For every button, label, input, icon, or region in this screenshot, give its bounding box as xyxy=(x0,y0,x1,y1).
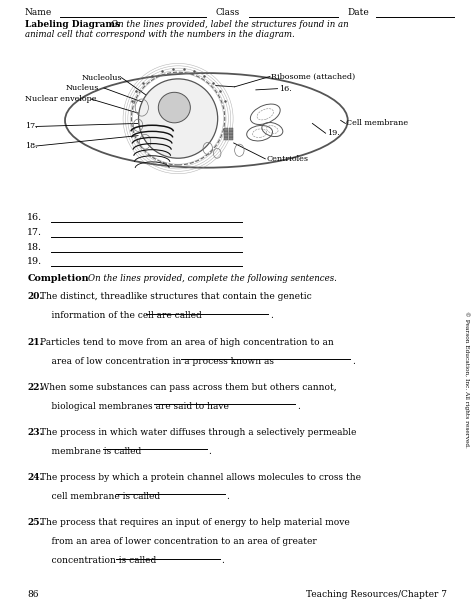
Text: .: . xyxy=(221,556,224,565)
Text: 16.: 16. xyxy=(279,85,292,93)
Text: 16.: 16. xyxy=(27,213,43,223)
Text: cell membrane is called: cell membrane is called xyxy=(40,492,160,501)
Ellipse shape xyxy=(138,79,218,158)
Text: .: . xyxy=(270,311,273,321)
Text: membrane is called: membrane is called xyxy=(40,447,141,456)
Text: .: . xyxy=(352,357,355,365)
Text: Completion: Completion xyxy=(27,274,89,283)
Text: .: . xyxy=(226,492,229,501)
Text: Nucleolus: Nucleolus xyxy=(82,74,122,82)
Text: 22.: 22. xyxy=(27,383,43,392)
Text: When some substances can pass across them but others cannot,: When some substances can pass across the… xyxy=(40,383,337,392)
Text: 19.: 19. xyxy=(328,129,340,137)
Text: Class: Class xyxy=(216,8,240,17)
Text: 24.: 24. xyxy=(27,473,43,482)
Text: 86: 86 xyxy=(27,590,39,600)
Text: The process by which a protein channel allows molecules to cross the: The process by which a protein channel a… xyxy=(40,473,361,482)
Ellipse shape xyxy=(158,93,191,123)
Text: Centrioles: Centrioles xyxy=(266,155,308,163)
Text: .: . xyxy=(297,402,300,411)
Text: 18.: 18. xyxy=(25,142,37,150)
Text: The process that requires an input of energy to help material move: The process that requires an input of en… xyxy=(40,518,350,527)
Bar xyxy=(224,134,228,137)
Text: .: . xyxy=(208,447,211,456)
Text: Cell membrane: Cell membrane xyxy=(346,120,409,128)
Text: information of the cell are called: information of the cell are called xyxy=(40,311,202,321)
Text: from an area of lower concentration to an area of greater: from an area of lower concentration to a… xyxy=(40,537,317,546)
Text: Teaching Resources/Chapter 7: Teaching Resources/Chapter 7 xyxy=(306,590,447,600)
Bar xyxy=(224,131,228,134)
Text: The process in which water diffuses through a selectively permeable: The process in which water diffuses thro… xyxy=(40,428,356,437)
Text: biological membranes are said to have: biological membranes are said to have xyxy=(40,402,229,411)
Bar xyxy=(229,137,233,140)
Text: concentration is called: concentration is called xyxy=(40,556,156,565)
Text: Labeling Diagrams: Labeling Diagrams xyxy=(25,20,120,29)
Text: 20.: 20. xyxy=(27,292,43,302)
Text: animal cell that correspond with the numbers in the diagram.: animal cell that correspond with the num… xyxy=(25,29,295,39)
Bar xyxy=(224,128,228,131)
Text: © Pearson Education, Inc. All rights reserved.: © Pearson Education, Inc. All rights res… xyxy=(464,311,470,448)
Text: 17.: 17. xyxy=(27,228,42,237)
Text: On the lines provided, complete the following sentences.: On the lines provided, complete the foll… xyxy=(88,274,337,283)
Text: Ribosome (attached): Ribosome (attached) xyxy=(271,72,355,80)
Text: 17.: 17. xyxy=(25,123,37,131)
Bar xyxy=(229,128,233,131)
Text: 23.: 23. xyxy=(27,428,43,437)
Text: On the lines provided, label the structures found in an: On the lines provided, label the structu… xyxy=(111,20,348,29)
Text: Name: Name xyxy=(25,8,52,17)
Text: 25.: 25. xyxy=(27,518,43,527)
Text: 19.: 19. xyxy=(27,257,43,266)
Bar xyxy=(229,134,233,137)
Text: Nucleus: Nucleus xyxy=(65,84,99,92)
Bar xyxy=(229,131,233,134)
Bar xyxy=(224,137,228,140)
Text: Nuclear envelope: Nuclear envelope xyxy=(25,95,96,103)
Text: area of low concentration in a process known as: area of low concentration in a process k… xyxy=(40,357,274,365)
Text: 21.: 21. xyxy=(27,338,43,346)
Text: The distinct, threadlike structures that contain the genetic: The distinct, threadlike structures that… xyxy=(40,292,312,302)
Text: Date: Date xyxy=(348,8,370,17)
Text: 18.: 18. xyxy=(27,243,42,251)
Text: Particles tend to move from an area of high concentration to an: Particles tend to move from an area of h… xyxy=(40,338,334,346)
